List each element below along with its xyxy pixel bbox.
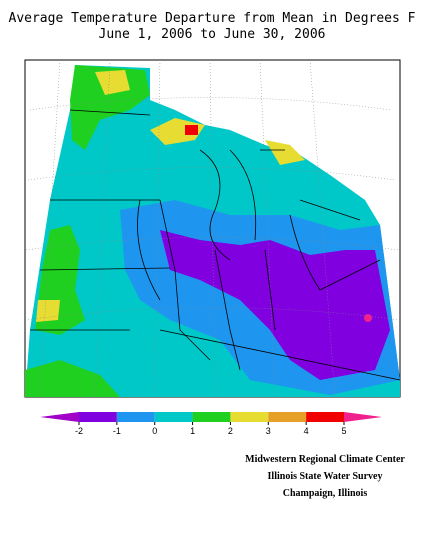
title-line: June 1, 2006 to June 30, 2006	[99, 27, 326, 42]
region	[95, 70, 130, 95]
legend-swatch	[306, 412, 344, 422]
region	[185, 125, 198, 135]
credit-line: Champaign, Illinois	[283, 488, 368, 499]
map	[24, 59, 401, 398]
legend-swatch	[192, 412, 231, 422]
region	[160, 230, 390, 380]
credit-line: Illinois State Water Survey	[268, 471, 383, 482]
region	[70, 65, 150, 150]
credit-line: Midwestern Regional Climate Center	[245, 454, 405, 465]
legend-tick-label: 1	[190, 426, 195, 436]
legend: -2 -1 0 1 2 3 4 5	[40, 412, 382, 436]
legend-arrow-below	[40, 412, 79, 422]
legend-swatch	[154, 412, 193, 422]
legend-tick-label: 0	[152, 426, 157, 436]
legend-tick-label: 5	[341, 426, 346, 436]
legend-swatch	[116, 412, 155, 422]
legend-swatch	[230, 412, 269, 422]
region	[150, 118, 205, 145]
region	[36, 300, 60, 322]
legend-arrow-above	[344, 412, 382, 422]
title-line: Average Temperature Departure from Mean …	[9, 11, 416, 26]
region	[265, 140, 305, 165]
legend-swatch	[79, 412, 117, 422]
region	[364, 314, 372, 322]
legend-tick-label: 2	[228, 426, 233, 436]
legend-tick-label: 4	[304, 426, 309, 436]
legend-tick-label: -1	[113, 426, 121, 436]
graticule	[24, 59, 401, 398]
legend-swatch	[268, 412, 307, 422]
state-border	[30, 109, 401, 381]
legend-tick-label: 3	[266, 426, 271, 436]
legend-tick-label: -2	[75, 426, 83, 436]
region	[25, 360, 120, 397]
